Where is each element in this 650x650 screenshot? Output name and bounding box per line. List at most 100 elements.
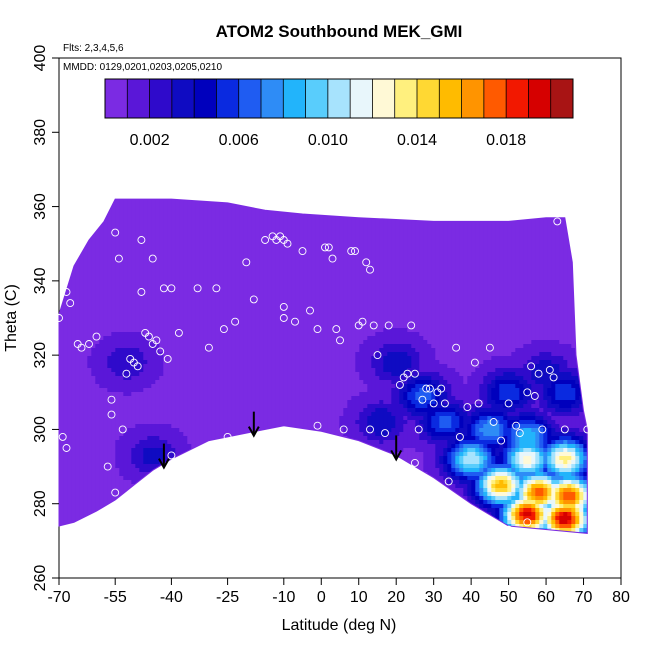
field-cell [311,260,316,265]
field-cell [91,224,96,229]
field-cell [331,228,336,233]
field-cell [187,308,192,313]
field-cell [59,244,64,249]
field-cell [303,200,308,205]
field-cell [95,192,99,196]
field-cell [147,312,152,317]
field-cell [319,280,324,285]
field-cell [83,324,88,329]
field-cell [71,228,76,233]
field-cell [563,252,568,257]
field-cell [147,336,152,341]
field-cell [423,324,428,329]
field-cell [283,284,288,289]
field-cell [343,220,348,225]
field-cell [263,292,268,297]
field-cell [135,256,140,261]
field-cell [227,280,232,285]
field-cell [83,228,88,233]
field-cell [147,300,152,305]
field-cell [535,228,540,233]
field-cell [259,332,264,337]
field-cell [279,312,284,317]
field-cell [191,192,195,196]
field-cell [323,240,328,245]
field-cell [319,292,324,297]
field-cell [335,212,340,217]
field-cell [467,236,472,241]
field-cell [543,240,548,245]
field-cell [279,272,284,277]
field-cell [183,256,188,261]
field-cell [339,324,344,329]
field-cell [75,199,80,201]
field-cell [71,199,76,201]
field-cell [343,224,348,229]
field-cell [87,244,92,249]
field-cell [315,284,320,289]
field-cell [163,272,168,277]
field-cell [171,332,176,337]
field-cell [63,232,68,237]
field-cell [119,248,124,253]
field-cell [223,272,228,277]
field-cell [179,308,184,313]
field-cell [75,232,80,237]
field-cell [251,252,256,257]
field-cell [263,260,268,265]
field-cell [471,328,476,333]
field-cell [59,228,64,233]
field-cell [495,324,500,329]
field-cell [179,264,184,269]
field-cell [247,320,252,325]
field-cell [99,216,104,221]
field-cell [539,199,544,201]
field-cell [271,212,276,217]
field-cell [563,256,568,261]
field-cell [543,324,548,329]
field-cell [255,192,259,196]
field-cell [71,252,76,257]
field-cell [371,240,376,245]
field-cell [119,276,124,281]
field-cell [195,228,200,233]
field-cell [115,199,120,201]
field-cell [423,328,428,333]
field-cell [411,220,416,225]
field-cell [547,208,552,213]
field-cell [447,232,452,237]
field-cell [423,248,428,253]
field-cell [475,240,480,245]
field-cell [127,236,132,241]
field-cell [435,220,440,225]
field-cell [547,264,552,269]
field-cell [219,236,224,241]
field-cell [455,280,460,285]
field-cell [547,232,552,237]
field-cell [579,228,584,233]
field-cell [295,276,300,281]
field-cell [343,332,348,337]
field-cell [535,232,540,237]
field-cell [451,236,456,241]
field-cell [547,260,552,265]
field-cell [451,280,456,285]
field-cell [67,224,72,229]
field-cell [127,328,132,333]
field-cell [383,216,388,221]
field-cell [475,220,480,225]
field-cell [335,228,340,233]
field-cell [547,204,552,209]
field-cell [243,316,248,321]
field-cell [527,320,532,325]
field-cell [235,328,240,333]
field-cell [495,220,500,225]
field-cell [251,224,256,229]
field-cell [191,224,196,229]
field-cell [255,288,260,293]
field-cell [543,248,548,253]
field-cell [587,332,591,336]
field-cell [283,192,287,196]
field-cell [411,308,416,313]
field-cell [299,272,304,277]
